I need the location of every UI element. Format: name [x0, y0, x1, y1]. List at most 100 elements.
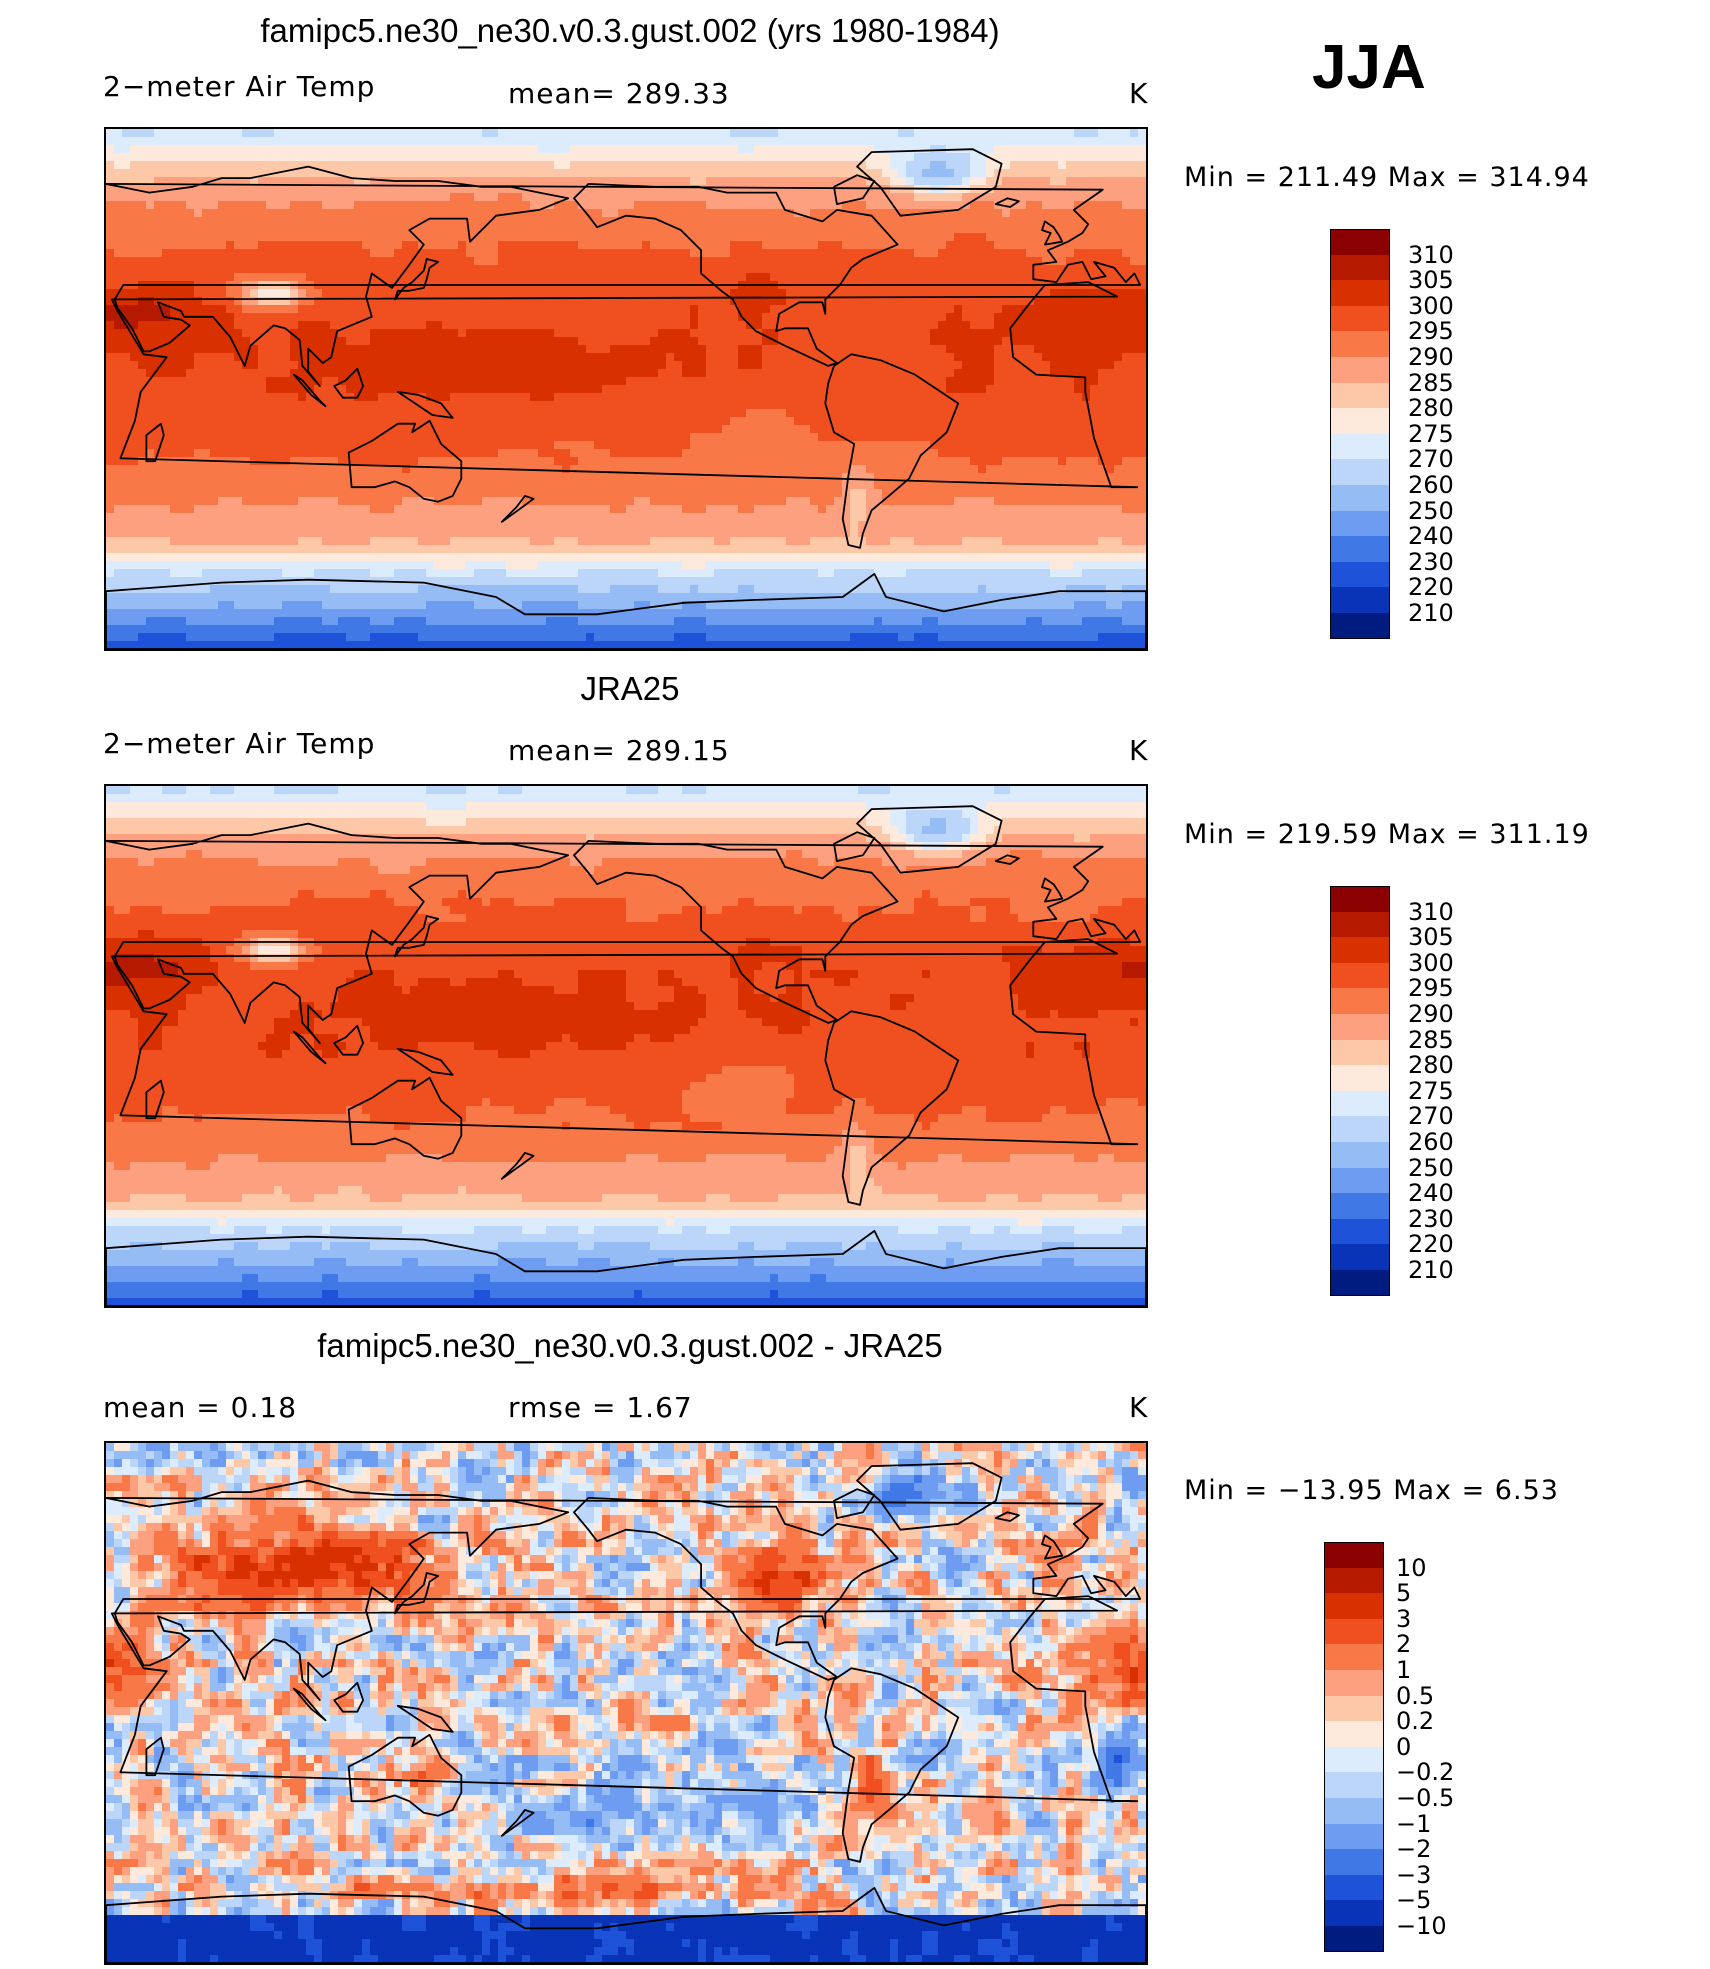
contour-cell: [882, 289, 891, 298]
contour-cell: [554, 377, 563, 386]
contour-cell: [170, 201, 179, 210]
contour-cell: [458, 129, 467, 138]
contour-cell: [538, 297, 547, 306]
contour-cell: [530, 169, 539, 178]
contour-cell: [586, 409, 595, 418]
contour-cell: [682, 153, 691, 162]
contour-cell: [874, 241, 883, 250]
contour-cell: [866, 385, 875, 394]
contour-cell: [658, 233, 667, 242]
contour-cell: [946, 177, 955, 186]
contour-cell: [442, 265, 451, 274]
contour-cell: [1010, 329, 1019, 338]
contour-cell: [402, 129, 411, 138]
contour-cell: [562, 201, 571, 210]
contour-cell: [594, 209, 603, 218]
contour-cell: [1010, 361, 1019, 370]
contour-cell: [690, 409, 699, 418]
contour-cell: [426, 425, 435, 434]
contour-cell: [410, 241, 419, 250]
contour-cell: [658, 209, 667, 218]
contour-cell: [658, 129, 667, 138]
contour-cell: [578, 241, 587, 250]
contour-cell: [114, 297, 123, 306]
contour-cell: [906, 353, 915, 362]
contour-cell: [1002, 369, 1011, 378]
contour-cell: [906, 329, 915, 338]
contour-cell: [850, 137, 859, 146]
contour-cell: [378, 185, 387, 194]
contour-cell: [754, 345, 763, 354]
contour-cell: [770, 297, 779, 306]
contour-cell: [330, 201, 339, 210]
contour-cell: [698, 153, 707, 162]
contour-cell: [290, 345, 299, 354]
contour-cell: [1130, 401, 1139, 410]
contour-cell: [826, 265, 835, 274]
contour-cell: [426, 433, 435, 442]
contour-cell: [986, 393, 995, 402]
contour-cell: [1130, 153, 1139, 162]
contour-cell: [970, 361, 979, 370]
contour-cell: [578, 289, 587, 298]
contour-cell: [202, 337, 211, 346]
contour-cell: [314, 361, 323, 370]
contour-cell: [818, 129, 827, 138]
contour-cell: [986, 297, 995, 306]
contour-cell: [714, 193, 723, 202]
contour-cell: [338, 289, 347, 298]
contour-cell: [714, 353, 723, 362]
contour-cell: [762, 369, 771, 378]
contour-cell: [874, 193, 883, 202]
contour-cell: [458, 321, 467, 330]
contour-cell: [826, 337, 835, 346]
contour-cell: [994, 361, 1003, 370]
contour-cell: [154, 433, 163, 442]
contour-cell: [690, 273, 699, 282]
contour-cell: [562, 337, 571, 346]
contour-cell: [330, 233, 339, 242]
contour-cell: [106, 273, 115, 282]
contour-cell: [650, 249, 659, 258]
contour-cell: [802, 313, 811, 322]
contour-cell: [634, 257, 643, 266]
contour-cell: [762, 169, 771, 178]
contour-cell: [674, 129, 683, 138]
contour-cell: [274, 385, 283, 394]
contour-cell: [810, 177, 819, 186]
contour-cell: [1082, 345, 1091, 354]
contour-cell: [786, 233, 795, 242]
contour-cell: [786, 257, 795, 266]
contour-cell: [1122, 409, 1131, 418]
contour-cell: [386, 153, 395, 162]
contour-cell: [194, 209, 203, 218]
contour-cell: [602, 409, 611, 418]
contour-cell: [450, 385, 459, 394]
contour-cell: [506, 313, 515, 322]
contour-cell: [146, 305, 155, 314]
contour-cell: [834, 153, 843, 162]
contour-cell: [922, 305, 931, 314]
contour-cell: [354, 337, 363, 346]
contour-cell: [194, 217, 203, 226]
contour-cell: [930, 305, 939, 314]
contour-cell: [466, 353, 475, 362]
contour-cell: [178, 393, 187, 402]
contour-cell: [442, 377, 451, 386]
contour-cell: [890, 153, 899, 162]
contour-cell: [362, 201, 371, 210]
contour-cell: [258, 377, 267, 386]
contour-cell: [370, 193, 379, 202]
contour-cell: [250, 425, 259, 434]
contour-cell: [1002, 329, 1011, 338]
contour-cell: [178, 257, 187, 266]
contour-cell: [378, 257, 387, 266]
contour-cell: [242, 217, 251, 226]
contour-cell: [786, 193, 795, 202]
contour-cell: [698, 273, 707, 282]
contour-cell: [506, 401, 515, 410]
contour-cell: [578, 233, 587, 242]
contour-cell: [810, 185, 819, 194]
contour-cell: [210, 297, 219, 306]
contour-cell: [978, 313, 987, 322]
